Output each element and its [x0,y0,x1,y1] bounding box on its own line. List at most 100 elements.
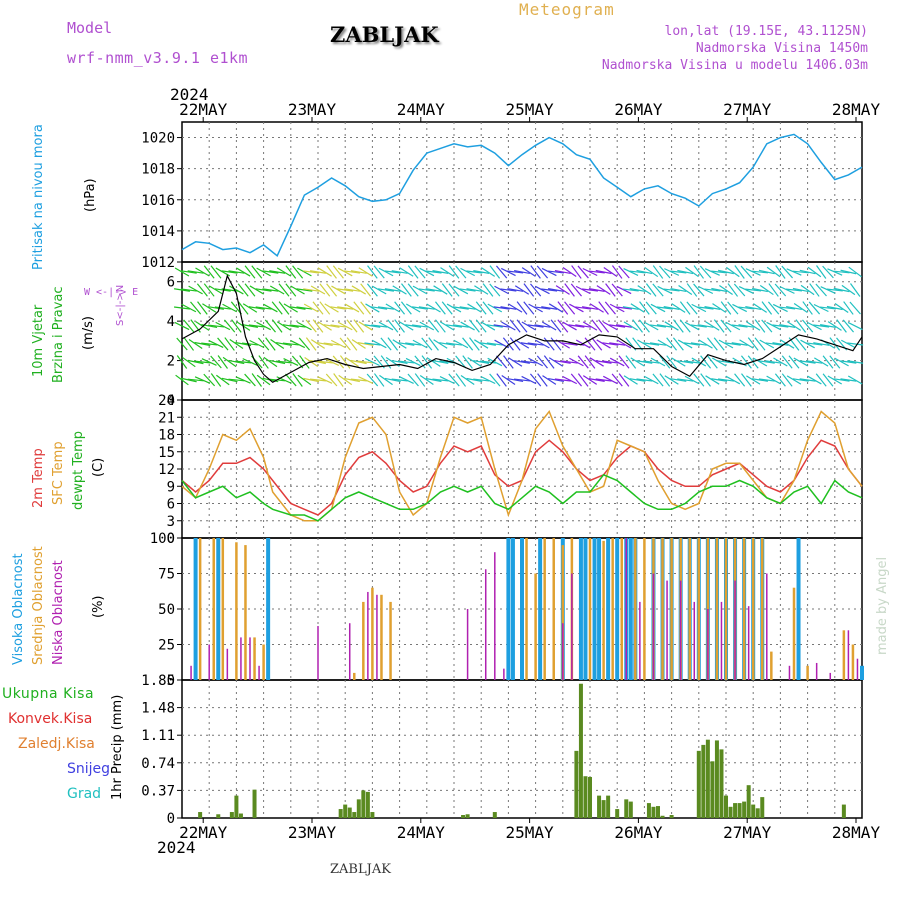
wind-arrow [840,360,857,364]
wind-arrow [725,375,741,385]
wind-arrow [183,319,195,333]
wind-arrow [536,355,548,369]
wind-arrow [330,324,347,328]
wind-arrow [584,337,596,351]
wind-arrow [815,373,827,387]
wind-arrow [697,324,714,328]
wind-arrow [841,339,856,349]
wind-arrow [244,283,256,297]
y-tick-label-precipitation: 1.48 [141,701,175,717]
wind-arrow [603,321,618,331]
wind-arrow [394,301,406,315]
wind-arrow [788,355,800,369]
cloud-bar-2 [562,623,564,680]
wind-arrow [833,270,850,274]
wind-arrow [733,283,746,297]
wind-arrow [407,265,419,279]
precip-bar [624,799,629,818]
model-label: Model [67,19,113,37]
wind-arrow [258,355,269,369]
wind-arrow [263,356,278,368]
wind-arrow [496,355,508,369]
wind-arrow [460,375,475,385]
wind-arrow [310,359,326,365]
wind-arrow [677,269,694,275]
cloud-bar-0 [266,538,271,680]
cloud-bar-1 [742,538,746,680]
wind-arrow [412,285,428,295]
y-tick-label-pressure: 1016 [141,193,175,209]
wind-arrow [236,267,251,277]
wind-arrow [448,283,460,297]
wind-arrow [316,341,333,347]
cloud-bar-2 [625,538,628,680]
cloud-bar-1 [380,594,383,680]
wind-arrow [807,266,822,278]
wind-arrow [371,339,387,349]
wind-arrow [772,303,788,313]
wind-arrow [514,339,530,349]
wind-arrow [745,268,761,276]
wind-arrow [333,373,344,387]
precip-bar [669,815,674,818]
cloud-bar-2 [484,569,487,680]
x-tick-label-bottom: 26MAY [614,823,663,842]
wind-arrow [405,357,421,367]
precip-bar [465,814,470,818]
wind-arrow [752,378,768,382]
wind-arrow [656,324,673,328]
wind-arrow [731,324,748,328]
wind-arrow [271,319,283,333]
wind-arrow [534,306,551,310]
wind-arrow [629,378,646,382]
wind-arrow [175,374,189,386]
wind-arrow [452,306,469,310]
wind-arrow [380,355,392,369]
wind-arrow [575,285,591,295]
wind-arrow [275,360,293,364]
wind-arrow [337,288,354,292]
wind-arrow [738,324,755,328]
wind-arrow [264,319,276,333]
wind-arrow [575,324,592,328]
cloud-bar-1 [588,538,592,680]
cloud-bar-2 [226,648,229,680]
wind-arrow [595,360,612,364]
wind-arrow [639,301,650,315]
wind-arrow [671,357,686,367]
wind-arrow [187,359,204,365]
wind-arrow [466,270,483,274]
wind-arrow [339,337,351,351]
y-tick-label-temperature: 9 [167,479,175,495]
wind-arrow [529,373,542,387]
wind-arrow [554,360,571,364]
wind-arrow [582,321,598,331]
wind-arrow [523,301,535,315]
wind-arrow [344,377,360,383]
wind-arrow [469,337,480,351]
wind-arrow [392,339,407,349]
model-name: wrf-nmm_v3.9.1 e1km [67,49,249,67]
wind-arrow [426,357,441,367]
wind-arrow [740,355,752,369]
precip-bar [751,804,756,818]
wind-arrow [440,267,455,277]
wind-arrow [758,378,775,382]
x-tick-label-bottom: 24MAY [397,823,446,842]
y-tick-label-cloud: 25 [158,638,175,654]
x-tick-label-bottom: 23MAY [288,823,337,842]
wind-arrow [772,324,789,328]
wind-arrow [405,303,421,313]
wind-arrow [242,303,258,313]
wind-arrow [371,285,387,295]
wind-arrow [460,321,475,331]
cloud-bar-2 [652,573,655,680]
wind-arrow [357,360,374,364]
wind-arrow [834,357,849,367]
wind-arrow [584,355,596,369]
y-tick-label-precipitation: 0.74 [141,756,175,772]
wind-arrow [319,283,331,297]
wind-arrow [507,377,524,383]
y-tick-label-temperature: 0 [167,531,175,547]
wind-arrow [550,319,562,333]
